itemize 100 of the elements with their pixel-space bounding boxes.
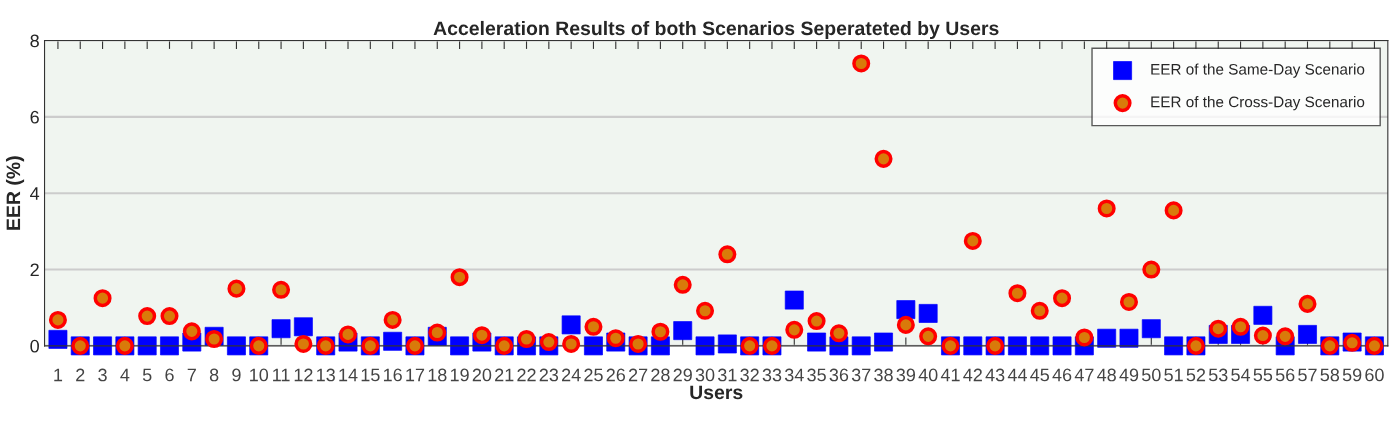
x-axis-title: Users (690, 385, 743, 400)
x-tick-label: 53 (1208, 368, 1228, 382)
point (1030, 301, 1049, 320)
x-tick-label: 60 (1365, 368, 1384, 382)
x-tick-label: 28 (651, 368, 670, 382)
x-tick-label: 54 (1231, 368, 1251, 382)
x-tick-label: 52 (1186, 368, 1206, 382)
y-tick-label: 8 (30, 34, 39, 48)
x-tick-label: 22 (517, 368, 536, 382)
point (584, 317, 603, 336)
point (1276, 327, 1295, 346)
x-tick-label: 3 (98, 368, 107, 382)
point (562, 334, 581, 353)
point (227, 279, 246, 298)
x-tick-label: 39 (896, 368, 916, 382)
point (1209, 319, 1228, 338)
point (383, 310, 402, 329)
x-tick-label: 10 (250, 368, 269, 382)
x-tick-label: 21 (495, 368, 514, 382)
point (182, 322, 201, 341)
point (450, 268, 469, 287)
x-tick-label: 42 (963, 368, 982, 382)
point (138, 307, 157, 326)
x-tick-label: 29 (673, 368, 692, 382)
y-tick-label: 6 (30, 110, 39, 124)
chart-title: Acceleration Results of both Scenarios Seperateted by Users (433, 20, 999, 40)
x-tick-label: 46 (1052, 368, 1072, 382)
x-tick-label: 8 (209, 368, 219, 382)
x-tick-label: 16 (383, 368, 402, 382)
point (472, 326, 491, 345)
x-tick-label: 37 (851, 368, 871, 382)
point (1164, 201, 1183, 220)
point (1075, 328, 1094, 347)
x-tick-label: 11 (273, 368, 290, 382)
y-tick-label: 0 (30, 339, 39, 353)
x-tick-label: 59 (1342, 368, 1362, 382)
x-tick-label: 35 (807, 368, 826, 382)
x-tick-label: 34 (784, 368, 804, 382)
point (963, 231, 982, 250)
x-tick-label: 32 (740, 368, 759, 382)
legend-label: EER of the Same-Day Scenario (1151, 63, 1365, 78)
x-tick-label: 4 (120, 368, 130, 382)
x-tick-label: 27 (628, 368, 648, 382)
point (785, 320, 804, 339)
point (428, 323, 447, 342)
x-tick-label: 47 (1074, 368, 1094, 382)
x-tick-label: 57 (1298, 368, 1317, 382)
x-tick-label: 18 (428, 368, 447, 382)
point (93, 289, 112, 308)
x-tick-label: 58 (1320, 368, 1340, 382)
point (517, 329, 536, 349)
x-tick-label: 51 (1164, 368, 1183, 382)
x-tick-label: 38 (874, 368, 893, 382)
x-tick-label: 45 (1030, 368, 1050, 382)
x-tick-label: 26 (606, 368, 626, 382)
x-tick-label: 44 (1007, 368, 1027, 382)
x-tick-label: 55 (1253, 368, 1273, 382)
x-tick-label: 19 (450, 368, 469, 382)
x-tick-label: 13 (317, 368, 335, 382)
point (338, 325, 358, 344)
y-axis-title: EER (%) (5, 156, 25, 230)
point (1008, 284, 1027, 303)
y-tick-label: 2 (30, 263, 39, 277)
x-tick-label: 9 (232, 368, 241, 382)
x-tick-label: 25 (584, 368, 603, 382)
x-tick-label: 41 (940, 368, 960, 382)
point (896, 315, 915, 334)
x-tick-label: 43 (985, 368, 1005, 382)
x-tick-label: 14 (339, 368, 358, 382)
point (160, 307, 179, 326)
point (919, 327, 938, 346)
x-tick-label: 40 (918, 368, 938, 382)
point (1119, 292, 1139, 312)
x-tick-label: 50 (1141, 368, 1161, 382)
point (696, 301, 715, 320)
point (1231, 317, 1250, 336)
point (651, 322, 670, 341)
x-tick-label: 5 (142, 368, 152, 382)
x-tick-label: 56 (1275, 368, 1295, 382)
x-tick-label: 6 (165, 368, 174, 382)
x-tick-label: 33 (762, 368, 782, 382)
x-tick-label: 31 (717, 368, 737, 382)
point (807, 312, 826, 331)
point (272, 280, 291, 299)
point (606, 329, 625, 348)
x-tick-label: 17 (406, 368, 425, 382)
point (718, 245, 737, 264)
x-tick-label: 2 (76, 368, 85, 382)
point (1097, 199, 1116, 218)
x-tick-label: 30 (695, 368, 715, 382)
point (673, 275, 692, 294)
x-tick-label: 20 (472, 368, 492, 382)
x-tick-label: 7 (187, 368, 196, 382)
legend-label: EER of the Cross-Day Scenario (1151, 96, 1365, 111)
x-tick-label: 49 (1119, 368, 1139, 382)
point (874, 149, 893, 168)
point (1053, 289, 1072, 308)
point (48, 310, 67, 329)
x-tick-label: 23 (539, 368, 559, 382)
y-tick-label: 4 (30, 187, 40, 200)
